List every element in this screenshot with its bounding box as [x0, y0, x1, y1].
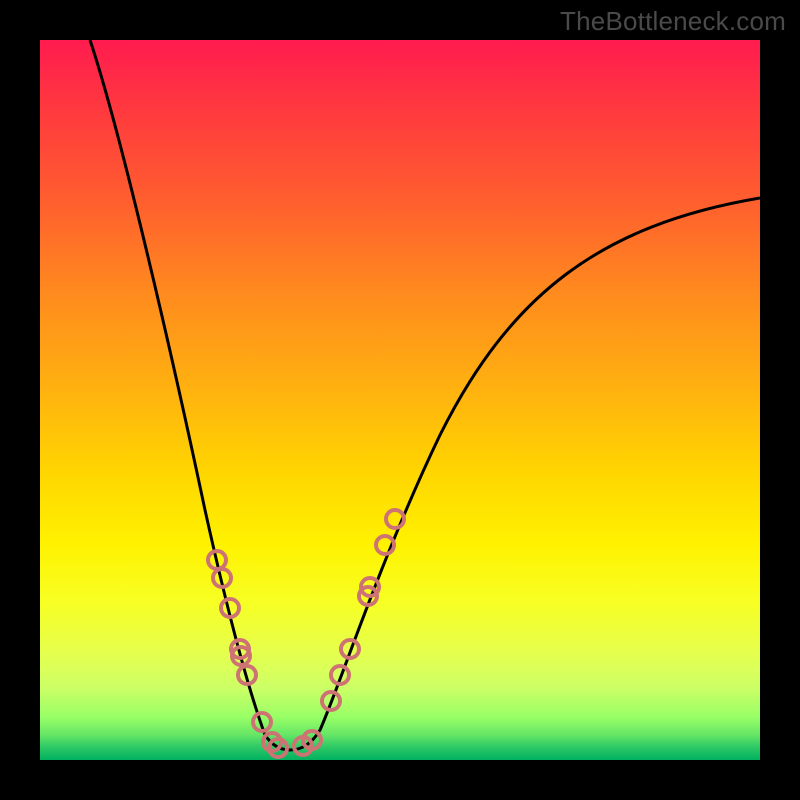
outer-black-frame: TheBottleneck.com — [0, 0, 800, 800]
curve-markers-group — [208, 510, 404, 757]
plot-area — [40, 40, 760, 760]
bottleneck-curve — [90, 40, 760, 750]
chart-overlay-svg — [40, 40, 760, 760]
watermark-text: TheBottleneck.com — [560, 6, 786, 37]
